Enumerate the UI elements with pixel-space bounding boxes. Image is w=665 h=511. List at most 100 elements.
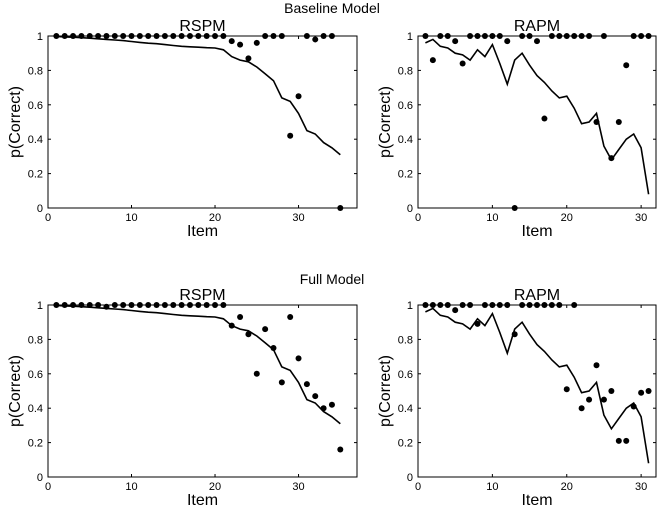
chart-title: RAPM — [514, 287, 560, 304]
observed-data-point — [320, 33, 327, 39]
y-axis-label: p(Correct) — [7, 86, 24, 158]
x-tick-label: 0 — [45, 212, 51, 224]
observed-data-point — [120, 302, 127, 308]
y-axis-label: p(Correct) — [377, 355, 394, 427]
y-tick-label: 0.8 — [28, 334, 43, 346]
observed-data-point — [556, 33, 563, 39]
observed-data-point — [328, 33, 335, 39]
observed-data-point — [511, 205, 518, 211]
x-axis-label: Item — [521, 492, 552, 509]
observed-data-point — [571, 302, 578, 308]
observed-data-point — [245, 331, 252, 338]
y-tick-label: 0 — [37, 472, 43, 484]
observed-data-point — [78, 302, 85, 308]
observed-data-point — [237, 314, 244, 321]
observed-data-point — [203, 302, 210, 308]
model-prediction-line — [56, 35, 341, 156]
observed-data-point — [70, 33, 77, 39]
observed-data-point — [145, 302, 152, 308]
observed-data-point — [61, 302, 68, 308]
observed-data-point — [422, 302, 429, 308]
observed-data-point — [186, 302, 193, 308]
observed-data-point — [429, 57, 436, 64]
x-tick-label: 0 — [45, 481, 51, 493]
observed-data-point — [253, 39, 260, 46]
observed-data-point — [78, 33, 85, 39]
observed-data-point — [312, 393, 319, 400]
observed-data-point — [228, 322, 235, 329]
observed-data-point — [444, 302, 451, 308]
y-axis-label: p(Correct) — [7, 355, 24, 427]
observed-data-point — [245, 55, 252, 62]
observed-data-point — [303, 33, 310, 39]
observed-data-point — [170, 33, 177, 39]
x-tick-label: 20 — [209, 212, 221, 224]
chart-title: RAPM — [514, 18, 560, 35]
observed-data-point — [136, 302, 143, 308]
observed-data-point — [519, 302, 526, 308]
observed-data-point — [111, 302, 118, 308]
observed-data-point — [526, 302, 533, 308]
observed-data-point — [548, 302, 555, 308]
observed-data-point — [481, 33, 488, 39]
x-tick-label: 10 — [125, 481, 137, 493]
observed-data-point — [195, 33, 202, 39]
observed-data-point — [459, 60, 466, 67]
observed-data-point — [467, 302, 474, 308]
observed-data-point — [212, 302, 219, 308]
plot-frame — [417, 304, 657, 478]
observed-data-point — [120, 33, 127, 39]
observed-data-point — [161, 302, 168, 308]
observed-data-point — [623, 62, 630, 69]
observed-data-point — [128, 33, 135, 39]
x-tick-label: 10 — [486, 481, 498, 493]
observed-data-point — [608, 155, 615, 162]
observed-data-point — [220, 33, 227, 39]
section-title-baseline: Baseline Model — [284, 0, 380, 16]
model-prediction-line — [425, 307, 650, 464]
observed-data-point — [534, 38, 540, 45]
x-tick-label: 20 — [209, 481, 221, 493]
observed-data-point — [328, 401, 335, 408]
observed-data-point — [489, 302, 496, 308]
observed-data-point — [600, 396, 607, 403]
observed-data-point — [541, 115, 548, 122]
y-tick-label: 0.8 — [28, 65, 43, 77]
y-tick-label: 0.4 — [28, 134, 43, 146]
y-tick-label: 1 — [407, 31, 413, 43]
plot-frame — [47, 35, 358, 209]
observed-data-point — [303, 381, 310, 388]
observed-data-point — [53, 33, 60, 39]
x-tick-label: 30 — [292, 481, 304, 493]
observed-data-point — [153, 302, 160, 308]
observed-data-point — [103, 33, 110, 39]
observed-data-point — [489, 33, 496, 39]
observed-data-point — [600, 33, 607, 39]
observed-data-point — [511, 331, 518, 338]
observed-data-point — [220, 302, 227, 308]
chart-title: RSPM — [179, 287, 225, 304]
observed-data-point — [623, 437, 630, 444]
observed-data-point — [86, 33, 93, 39]
observed-data-point — [295, 355, 302, 362]
observed-data-point — [429, 302, 436, 308]
chart-title: RSPM — [179, 18, 225, 35]
chart-panel-baseline-rapm: 0 10 20 30 0 0.2 0.4 0.6 0.8 1 RAPM Item p(Correct) — [377, 18, 657, 240]
x-tick-label: 10 — [486, 212, 498, 224]
y-tick-label: 0.6 — [28, 369, 43, 381]
observed-data-point — [103, 303, 110, 310]
observed-data-point — [504, 302, 511, 308]
y-tick-label: 0.2 — [398, 438, 413, 450]
x-axis-label: Item — [187, 492, 218, 509]
y-tick-label: 1 — [37, 31, 43, 43]
y-tick-label: 0.6 — [398, 100, 413, 112]
y-tick-label: 0.2 — [28, 438, 43, 450]
y-tick-label: 0.6 — [398, 369, 413, 381]
observed-data-point — [519, 33, 526, 39]
observed-data-point — [571, 33, 578, 39]
observed-data-point — [136, 33, 143, 39]
observed-data-point — [496, 33, 503, 39]
y-tick-label: 0.2 — [398, 169, 413, 181]
y-tick-label: 0 — [407, 472, 413, 484]
